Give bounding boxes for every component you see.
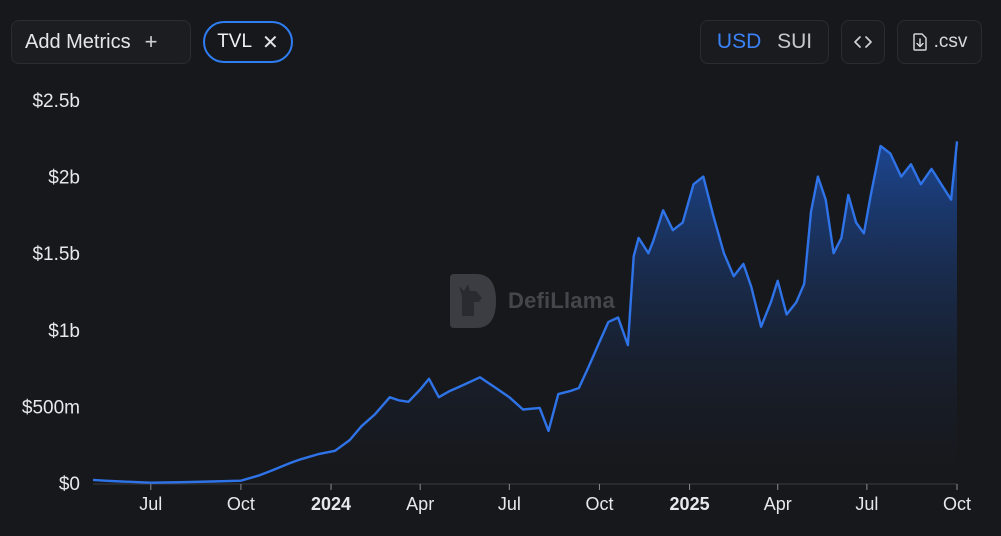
currency-option-sui[interactable]: SUI [777, 30, 813, 53]
x-tick-label: 2024 [311, 494, 351, 514]
x-tick-label: Jul [139, 494, 162, 514]
x-tick-label: Oct [227, 494, 255, 514]
y-tick-label: $1.5b [32, 244, 80, 265]
embed-button[interactable] [841, 20, 885, 64]
llama-logo-icon [450, 274, 496, 328]
x-tick-label: Apr [764, 494, 792, 514]
x-tick-label: Jul [498, 494, 521, 514]
x-tick-label: Jul [855, 494, 878, 514]
plus-icon: + [144, 29, 158, 54]
watermark-text: DefiLlama [508, 288, 615, 313]
add-metrics-button[interactable]: Add Metrics + [11, 20, 191, 64]
csv-label: .csv [933, 31, 968, 52]
close-icon[interactable]: ✕ [262, 31, 279, 54]
code-icon [854, 36, 872, 48]
tvl-area-chart[interactable]: $0$500m$1b$1.5b$2b$2.5b Jul Oct 2024 Apr Jul… [0, 80, 1001, 536]
x-tick-label: Oct [943, 494, 971, 514]
defillama-watermark: DefiLlama [446, 270, 626, 332]
x-tick-label: Oct [585, 494, 613, 514]
y-tick-label: $2.5b [32, 91, 80, 112]
currency-toggle: USD SUI [700, 20, 829, 64]
y-axis: $0 $500m $1b $1.5b $2b $2.5b [22, 91, 80, 495]
chart-toolbar: Add Metrics + TVL ✕ USD SUI .csv [0, 0, 1001, 80]
metric-pill-tvl[interactable]: TVL ✕ [203, 21, 293, 63]
metric-pill-label: TVL [217, 31, 253, 52]
y-tick-label: $1b [48, 321, 80, 342]
download-icon [912, 33, 927, 51]
x-tick-label: Apr [406, 494, 434, 514]
tvl-area-fill [93, 141, 957, 483]
y-tick-label: $2b [48, 168, 80, 189]
download-csv-button[interactable]: .csv [897, 20, 982, 64]
add-metrics-label: Add Metrics [25, 30, 131, 53]
tvl-series-line [92, 141, 959, 484]
y-tick-label: $500m [22, 397, 80, 418]
x-axis: Jul Oct 2024 Apr Jul Oct 2025 Apr Jul Oct [93, 483, 971, 514]
x-tick-label: 2025 [670, 494, 710, 514]
y-tick-label: $0 [59, 474, 80, 495]
currency-option-usd[interactable]: USD [716, 30, 762, 53]
